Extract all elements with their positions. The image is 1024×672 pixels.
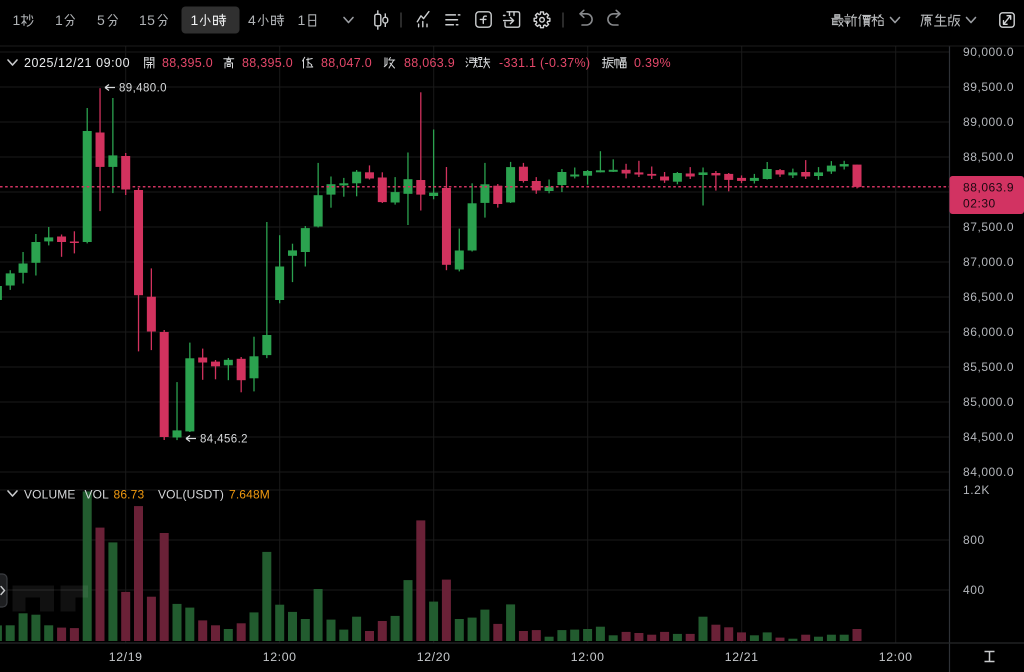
svg-text:88,395.0: 88,395.0 <box>242 56 293 70</box>
svg-text:7.648M: 7.648M <box>229 488 270 502</box>
svg-text:1: 1 <box>55 12 63 28</box>
svg-text:12:00: 12:00 <box>571 650 605 664</box>
svg-text:1.2K: 1.2K <box>963 483 990 497</box>
svg-text:90,000.0: 90,000.0 <box>963 45 1014 59</box>
svg-text:15: 15 <box>139 12 155 28</box>
svg-text:12/21: 12/21 <box>725 650 759 664</box>
svg-text:85,500.0: 85,500.0 <box>963 360 1014 374</box>
svg-text:02:30: 02:30 <box>963 197 996 211</box>
svg-text:84,500.0: 84,500.0 <box>963 430 1014 444</box>
svg-text:5: 5 <box>97 12 105 28</box>
svg-text:88,047.0: 88,047.0 <box>321 56 372 70</box>
svg-text:84,000.0: 84,000.0 <box>963 465 1014 479</box>
svg-text:86,000.0: 86,000.0 <box>963 325 1014 339</box>
svg-text:12:00: 12:00 <box>263 650 297 664</box>
svg-text:89,000.0: 89,000.0 <box>963 115 1014 129</box>
svg-text:400: 400 <box>963 583 985 597</box>
svg-text:0.39%: 0.39% <box>634 56 671 70</box>
svg-text:1: 1 <box>13 12 21 28</box>
svg-text:89,480.0: 89,480.0 <box>119 83 167 95</box>
svg-text:87,000.0: 87,000.0 <box>963 255 1014 269</box>
svg-text:1: 1 <box>298 12 306 28</box>
svg-text:VOL(USDT): VOL(USDT) <box>158 488 224 502</box>
svg-text:12:00: 12:00 <box>879 650 913 664</box>
svg-text:800: 800 <box>963 533 985 547</box>
svg-text:88,500.0: 88,500.0 <box>963 150 1014 164</box>
svg-text:88,395.0: 88,395.0 <box>162 56 213 70</box>
svg-text:-331.1 (-0.37%): -331.1 (-0.37%) <box>499 56 590 70</box>
svg-text:1: 1 <box>191 12 199 28</box>
svg-text:2025/12/21 09:00: 2025/12/21 09:00 <box>24 56 130 70</box>
svg-text:VOLUME: VOLUME <box>24 488 76 502</box>
svg-text:85,000.0: 85,000.0 <box>963 395 1014 409</box>
svg-text:88,063.9: 88,063.9 <box>963 181 1014 195</box>
svg-text:89,500.0: 89,500.0 <box>963 80 1014 94</box>
svg-text:12/19: 12/19 <box>109 650 143 664</box>
svg-text:4: 4 <box>248 12 256 28</box>
svg-text:VOL: VOL <box>85 488 110 502</box>
svg-text:12/20: 12/20 <box>417 650 451 664</box>
svg-text:88,063.9: 88,063.9 <box>404 56 455 70</box>
svg-text:86,500.0: 86,500.0 <box>963 290 1014 304</box>
svg-text:84,456.2: 84,456.2 <box>200 434 248 446</box>
svg-text:87,500.0: 87,500.0 <box>963 220 1014 234</box>
svg-text:86.73: 86.73 <box>114 488 145 502</box>
